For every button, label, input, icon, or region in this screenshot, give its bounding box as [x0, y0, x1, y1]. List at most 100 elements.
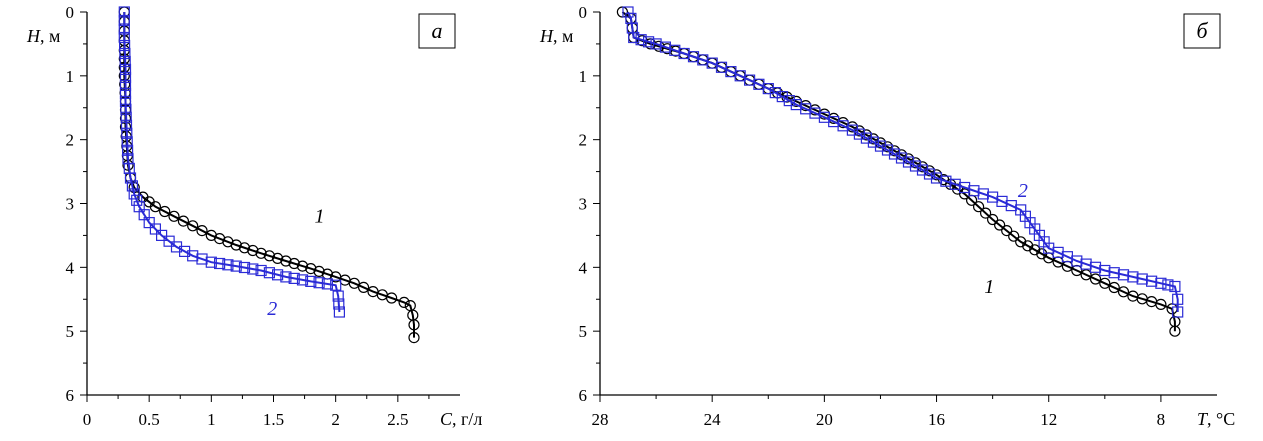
- data-point: [119, 71, 132, 84]
- data-point: [156, 229, 168, 241]
- data-point: [118, 23, 130, 35]
- data-point: [628, 31, 640, 44]
- data-point: [923, 168, 936, 180]
- data-point: [196, 225, 208, 237]
- data-point: [159, 205, 171, 218]
- data-point: [1145, 275, 1158, 287]
- data-point: [120, 119, 133, 131]
- x-tick-label: 2: [331, 410, 340, 429]
- x-tick-label: 20: [816, 410, 833, 429]
- data-point: [255, 247, 267, 259]
- series-label: 2: [1018, 180, 1028, 202]
- data-point: [800, 103, 812, 115]
- data-point: [230, 239, 242, 251]
- data-point: [408, 332, 420, 344]
- y-axis-title: H, м: [539, 26, 573, 46]
- data-point: [305, 263, 317, 275]
- data-point: [238, 242, 251, 254]
- data-point: [1052, 246, 1064, 258]
- data-point: [860, 132, 873, 144]
- data-point: [168, 210, 180, 222]
- y-axis-title: H, м: [26, 26, 60, 46]
- data-point: [247, 244, 259, 257]
- data-point: [288, 257, 300, 270]
- data-point: [143, 217, 155, 229]
- y-tick-label: 4: [66, 258, 75, 277]
- data-point: [837, 120, 849, 132]
- data-point: [650, 38, 662, 50]
- data-point: [118, 31, 130, 44]
- data-point: [687, 51, 700, 63]
- series-2: 2: [622, 6, 1184, 318]
- data-point: [888, 148, 901, 160]
- panel-label: а: [432, 18, 443, 43]
- data-point: [725, 65, 737, 78]
- data-point: [305, 275, 317, 287]
- data-point: [1080, 269, 1092, 281]
- data-point: [949, 178, 961, 190]
- data-point: [222, 259, 234, 271]
- data-point: [296, 274, 309, 286]
- data-point: [977, 188, 989, 200]
- data-point: [776, 90, 788, 103]
- x-tick-label: 1: [207, 410, 216, 429]
- x-tick-label: 28: [592, 410, 609, 429]
- data-point: [979, 207, 992, 219]
- x-tick-label: 2.5: [387, 410, 408, 429]
- data-point: [867, 136, 880, 148]
- data-point: [313, 277, 325, 289]
- data-point: [121, 136, 133, 148]
- data-point: [769, 86, 781, 99]
- data-point: [1008, 230, 1020, 242]
- data-point: [996, 195, 1008, 207]
- data-point: [120, 111, 132, 123]
- y-tick-label: 6: [579, 386, 588, 405]
- data-point: [120, 103, 132, 115]
- data-point: [753, 78, 765, 90]
- data-point: [119, 87, 132, 100]
- data-point: [958, 188, 971, 200]
- data-point: [118, 14, 130, 27]
- y-tick-label: 5: [66, 322, 75, 341]
- data-point: [1169, 325, 1181, 337]
- data-point: [119, 63, 132, 76]
- data-point: [118, 39, 131, 52]
- data-point: [762, 82, 774, 95]
- data-point: [1108, 267, 1120, 279]
- x-tick-label: 8: [1157, 410, 1166, 429]
- data-point: [255, 264, 267, 277]
- data-point: [734, 70, 746, 82]
- data-point: [1127, 271, 1139, 283]
- data-point: [783, 94, 795, 107]
- data-point: [659, 41, 672, 53]
- data-point: [1172, 306, 1184, 318]
- data-point: [131, 194, 143, 206]
- data-point: [348, 277, 360, 289]
- data-point: [288, 272, 300, 284]
- data-point: [128, 188, 140, 200]
- series-label: 1: [984, 276, 994, 298]
- data-point: [196, 253, 208, 265]
- data-point: [940, 175, 952, 187]
- x-axis-title: T, °C: [1197, 409, 1235, 429]
- data-point: [119, 79, 132, 92]
- panel-label-box: [1183, 13, 1221, 49]
- data-point: [124, 172, 137, 184]
- series-1: 1: [616, 6, 1181, 337]
- y-tick-label: 1: [579, 67, 588, 86]
- data-point: [408, 319, 420, 331]
- panel-label: б: [1196, 18, 1208, 43]
- series-line: [627, 11, 1179, 312]
- data-point: [358, 281, 370, 293]
- data-point: [1071, 255, 1083, 267]
- data-point: [247, 263, 259, 275]
- data-point: [238, 261, 251, 274]
- data-point: [1099, 277, 1111, 289]
- data-point: [149, 223, 161, 235]
- data-point: [1155, 277, 1167, 289]
- y-tick-label: 0: [66, 3, 75, 22]
- series-line: [123, 12, 415, 338]
- data-point: [1172, 293, 1184, 305]
- data-point: [986, 213, 999, 226]
- data-point: [669, 44, 681, 56]
